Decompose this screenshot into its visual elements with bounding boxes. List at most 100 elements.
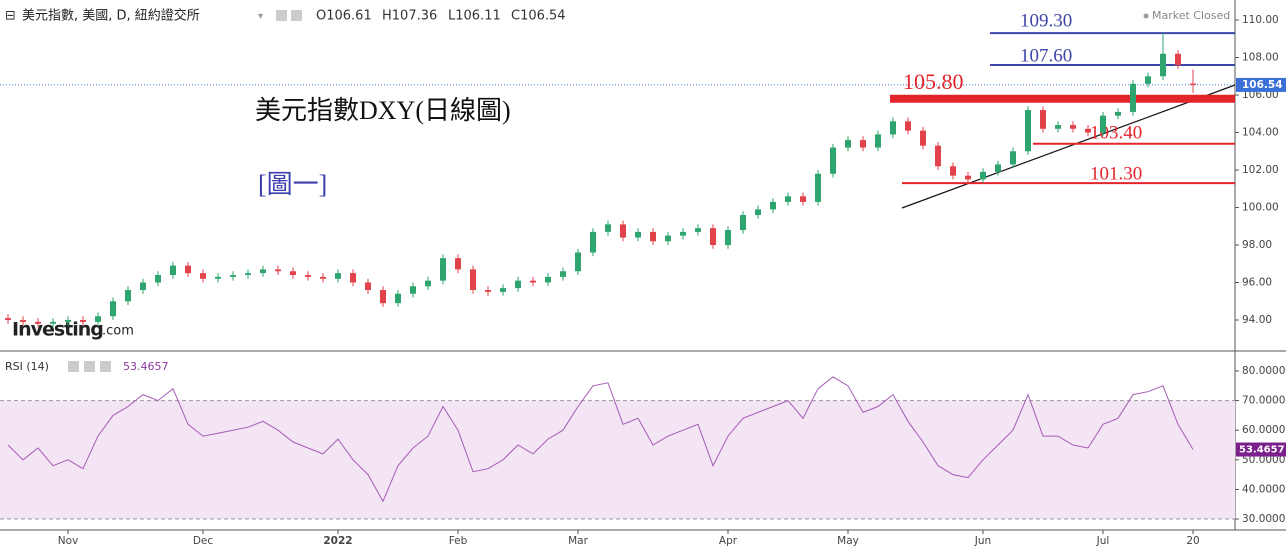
candle-body (800, 196, 806, 202)
candle-body (665, 235, 671, 242)
candle-body (185, 265, 191, 274)
y-tick-label: 50.0000 (1242, 454, 1285, 466)
rsi-value-box (1236, 442, 1286, 457)
symbol: 美元指數, 美國, D, 紐約證交所 (22, 8, 200, 24)
candle-body (35, 321, 41, 324)
candle-body (275, 269, 281, 272)
x-tick-label: Feb (449, 535, 468, 547)
candle-body (200, 273, 206, 279)
y-tick-label: 102.00 (1242, 164, 1279, 176)
candle-body (1130, 83, 1136, 112)
level-label: 101.30 (1090, 163, 1142, 184)
eye-icon[interactable] (276, 10, 287, 21)
candle-body (935, 145, 941, 167)
x-tick-label: Jul (1096, 535, 1110, 547)
candle-body (950, 166, 956, 176)
last-price-label: 106.54 (1242, 79, 1283, 91)
candle-body (1100, 115, 1106, 133)
candle-body (905, 121, 911, 131)
candle-body (650, 231, 656, 242)
candle-body (1085, 128, 1091, 133)
candle-body (1040, 110, 1046, 129)
x-tick-label: Apr (719, 535, 738, 547)
candle-body (890, 121, 896, 135)
candle-body (470, 269, 476, 291)
last-price-box (1236, 77, 1286, 92)
y-tick-label: 94.00 (1242, 314, 1272, 326)
ohlc-low: L106.11 (448, 9, 501, 24)
x-tick-label: Dec (193, 535, 214, 547)
candle-body (380, 290, 386, 304)
y-tick-label: 80.0000 (1242, 365, 1285, 377)
candle-body (65, 320, 71, 322)
y-tick-label: 106.00 (1242, 89, 1279, 101)
status-dot (1143, 13, 1149, 19)
candle-body (305, 275, 311, 277)
y-tick-label: 98.00 (1242, 239, 1272, 251)
market-status: Market Closed (1152, 9, 1230, 22)
ohlc-close: C106.54 (511, 9, 566, 24)
candle-body (50, 321, 56, 324)
settings-icon[interactable] (291, 10, 302, 21)
candle-body (125, 290, 131, 302)
candle-body (410, 286, 416, 294)
rsi-settings-icon[interactable] (84, 361, 95, 372)
candle-body (1190, 83, 1196, 85)
x-tick-label: Nov (58, 535, 79, 547)
candle-body (485, 290, 491, 292)
candle-body (230, 275, 236, 277)
ohlc-open: O106.61 (316, 9, 372, 24)
candle-body (830, 147, 836, 174)
candle-body (170, 265, 176, 276)
candle-body (785, 196, 791, 202)
candle-body (140, 282, 146, 291)
y-tick-label: 30.0000 (1242, 513, 1285, 525)
rsi-legend-value: 53.4657 (123, 360, 169, 373)
candle-body (1010, 151, 1016, 165)
candle-body (320, 276, 326, 279)
candle-body (395, 293, 401, 304)
candle-body (80, 320, 86, 322)
chart-title: 美元指數DXY(日線圖) (255, 96, 511, 125)
candle-body (860, 140, 866, 148)
candle-body (980, 171, 986, 180)
candle-body (560, 271, 566, 277)
level-label: 103.40 (1090, 122, 1142, 143)
candle-body (740, 215, 746, 231)
y-tick-label: 60.0000 (1242, 424, 1285, 436)
rsi-band (0, 400, 1235, 520)
collapse-icon[interactable]: ⊟ (5, 9, 16, 24)
trend-line (901, 84, 1236, 209)
y-tick-label: 110.00 (1242, 14, 1279, 26)
y-tick-label: 96.00 (1242, 277, 1272, 289)
x-tick-label: Jun (974, 535, 991, 547)
rsi-value-label: 53.4657 (1239, 445, 1285, 456)
candle-body (680, 231, 686, 236)
ohlc-high: H107.36 (382, 9, 437, 24)
y-tick-label: 100.00 (1242, 202, 1279, 214)
candle-body (425, 280, 431, 287)
chart-subtitle: [圖一] (258, 170, 327, 199)
candle-body (575, 252, 581, 272)
y-tick-label: 104.00 (1242, 127, 1279, 139)
candle-body (215, 276, 221, 279)
level-label: 105.80 (903, 69, 964, 94)
candle-body (155, 275, 161, 283)
candle-body (815, 173, 821, 202)
candle-body (695, 228, 701, 232)
candle-body (545, 276, 551, 283)
rsi-line (7, 376, 1194, 503)
rsi-eye-icon[interactable] (68, 361, 79, 372)
candle-body (875, 134, 881, 148)
menu-arrow[interactable]: ▾ (258, 11, 263, 22)
candle-body (455, 258, 461, 270)
rsi-close-icon[interactable] (100, 361, 111, 372)
level-label: 107.60 (1020, 45, 1072, 66)
candle-body (95, 316, 101, 322)
candle-body (590, 231, 596, 253)
candle-body (530, 280, 536, 283)
candle-body (710, 228, 716, 246)
candle-body (725, 230, 731, 246)
x-tick-label: 20 (1186, 535, 1199, 547)
